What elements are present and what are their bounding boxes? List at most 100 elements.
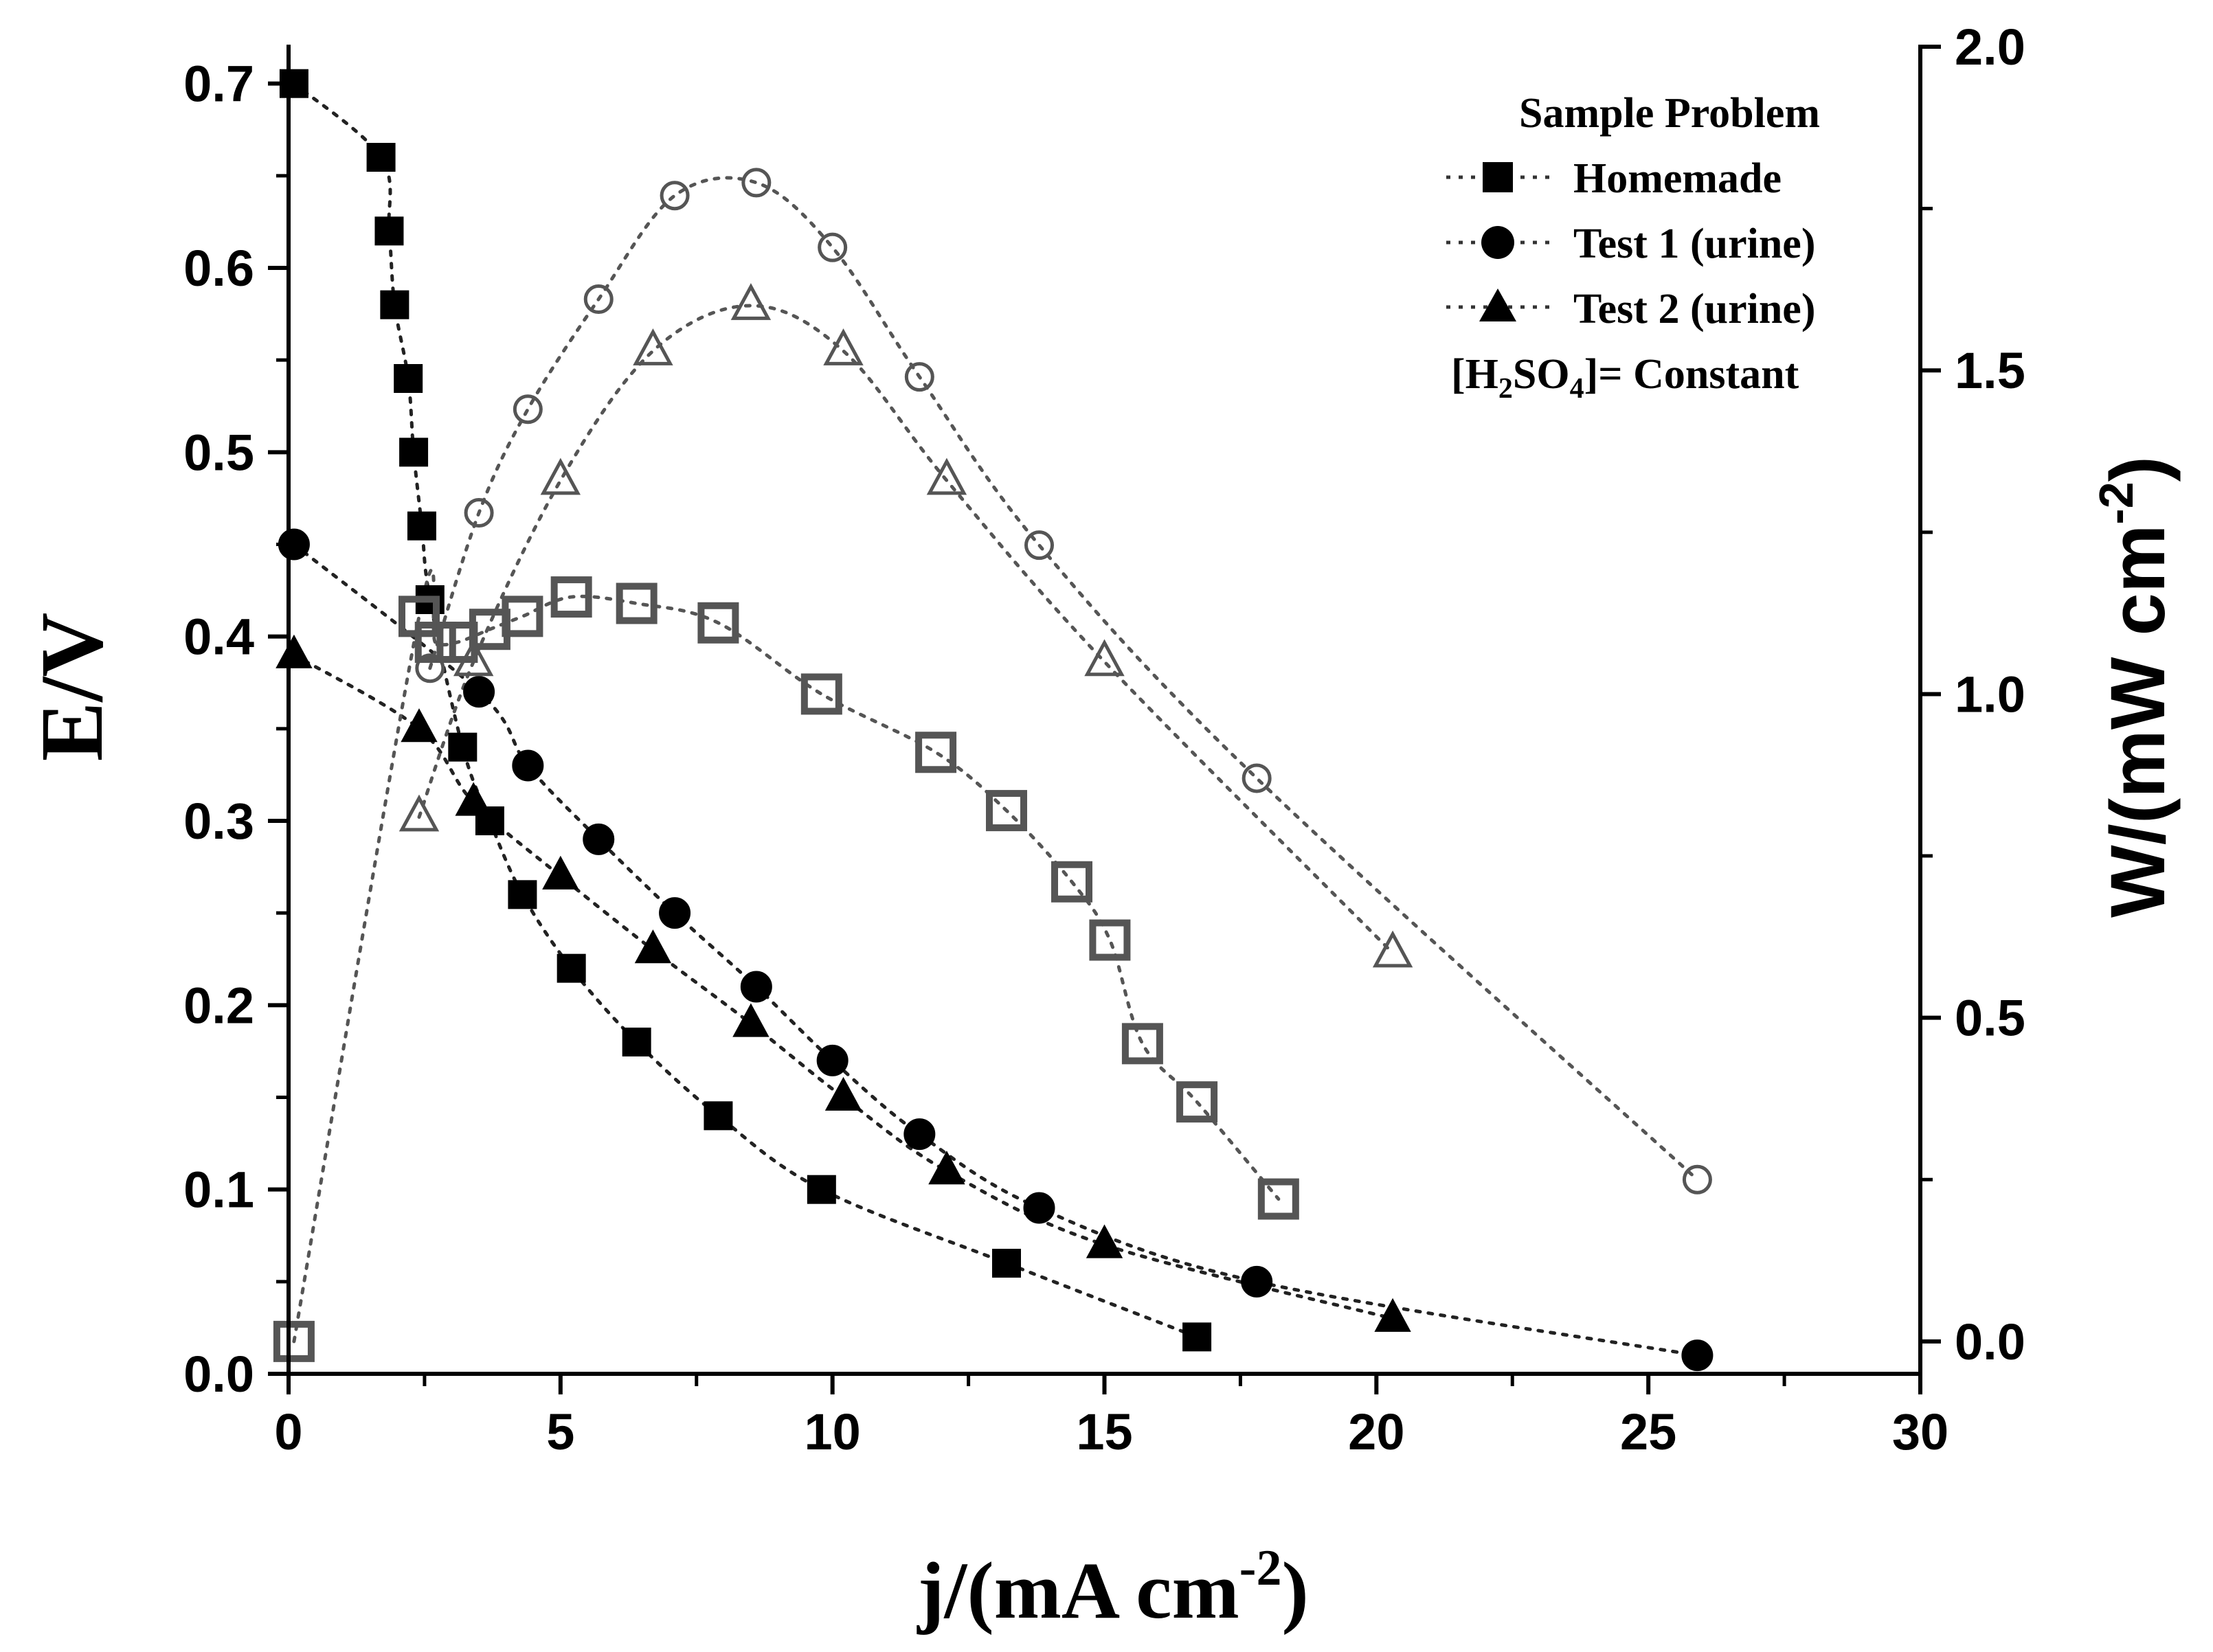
marker-square-series-3 [1051,861,1092,903]
marker-triangle-series-2 [542,855,579,890]
marker-triangle-series-5 [926,457,967,495]
marker-triangle-series-2 [824,1076,862,1111]
marker-triangle-series-2 [276,634,313,668]
marker-square-series-0 [366,143,396,172]
marker-triangle-series-5 [453,639,494,677]
marker-triangle-series-2 [634,929,672,964]
marker-circle-series-4 [660,181,690,211]
marker-square-series-3 [550,576,592,618]
marker-square-series-0 [407,511,436,541]
y-left-tick-label: 0.1 [183,1162,254,1219]
legend-note-part-e: ]= Constant [1584,351,1799,398]
marker-circle-series-4 [513,394,543,425]
marker-triangle-series-2 [455,782,492,816]
y-left-tick-label: 0.6 [183,240,254,297]
marker-square-series-3 [1089,919,1131,961]
x-tick-label: 30 [1892,1403,1948,1460]
y-right-tick-label: 1.5 [1955,342,2025,399]
legend-note-sub-2: 2 [1498,373,1513,405]
y-right-tick-label: 2.0 [1955,19,2025,76]
legend-entry-test2: Test 2 (urine) [1446,286,1815,332]
y-right-tick-label: 0.0 [1955,1313,2025,1370]
data-markers [273,69,1714,1372]
marker-circle-series-1 [816,1044,849,1076]
y-right-tick-label: 1.0 [1955,666,2025,723]
legend-label-test1: Test 1 (urine) [1573,220,1815,267]
marker-triangle-series-2 [1086,1224,1123,1258]
y-left-tick-label: 0.3 [183,793,254,850]
marker-circle-series-4 [583,284,614,315]
x-tick-label: 15 [1076,1403,1132,1460]
marker-square-series-0 [807,1175,836,1204]
marker-circle-series-1 [512,749,544,782]
marker-square-series-3 [502,596,543,637]
legend: Sample Problem Homemade Test 1 (urine) T… [1446,90,1820,405]
x-tick-label: 25 [1620,1403,1676,1460]
marker-triangle-series-2 [401,708,438,743]
legend-note-part-so: SO [1513,351,1570,398]
legend-marker-circle [1481,226,1514,259]
fit-curve-series-2 [292,653,1395,1320]
marker-triangle-series-5 [398,794,440,832]
marker-square-series-0 [992,1249,1021,1278]
marker-circle-series-4 [741,168,772,198]
fit-curve-series-4 [428,176,1699,1181]
y-right-axis-title: W/(mW cm-2) [2089,456,2181,918]
marker-circle-series-4 [464,498,494,528]
marker-square-series-0 [704,1101,733,1131]
x-tick-label: 5 [546,1403,574,1460]
legend-marker-square [1483,162,1513,192]
marker-circle-series-4 [818,232,848,262]
marker-circle-series-1 [463,676,495,708]
marker-triangle-series-5 [730,283,772,320]
axes [268,45,1941,1394]
y-left-tick-label: 0.0 [183,1346,254,1403]
marker-circle-series-4 [1682,1164,1712,1195]
y-left-tick-label: 0.2 [183,977,254,1034]
x-axis-title-sup: -2 [1239,1540,1282,1596]
marker-square-series-0 [374,216,404,246]
marker-circle-series-1 [1241,1265,1273,1298]
marker-triangle-series-2 [732,1003,770,1037]
marker-circle-series-4 [904,362,934,392]
marker-circle-series-1 [903,1118,936,1151]
y-right-axis-title-close: ) [2095,456,2181,482]
x-axis-title: j/(mA cm-2) [917,1540,1309,1636]
y-left-tick-label: 0.5 [183,424,254,481]
marker-square-series-0 [1182,1322,1212,1352]
marker-circle-series-1 [659,897,691,929]
marker-square-series-3 [800,673,842,715]
x-axis-title-base: j/(mA cm [917,1546,1239,1636]
x-tick-label: 20 [1348,1403,1404,1460]
marker-triangle-series-5 [1084,639,1125,677]
legend-marker-triangle [1479,288,1516,321]
y-left-axis-title: E/V [23,613,122,762]
marker-square-series-3 [986,790,1027,832]
tick-labels: 0 5 10 15 20 25 300.00.10.20.30.40.50.60.70.00… [183,19,2025,1460]
marker-triangle-series-5 [633,328,673,365]
marker-circle-series-1 [1023,1192,1055,1224]
marker-triangle-series-5 [540,457,581,495]
marker-square-series-0 [380,290,409,319]
marker-square-series-0 [394,364,423,393]
marker-triangle-series-5 [1372,930,1413,968]
marker-square-series-3 [697,602,739,644]
y-right-tick-label: 0.5 [1955,990,2025,1047]
legend-note-sub-4: 4 [1570,373,1584,405]
x-tick-label: 10 [805,1403,861,1460]
marker-circle-series-4 [1024,530,1054,561]
marker-square-series-3 [1176,1081,1218,1123]
marker-square-series-3 [1257,1178,1299,1220]
marker-square-series-3 [616,582,658,624]
legend-note-part-a: [H [1451,351,1498,398]
marker-square-series-3 [1121,1023,1163,1065]
legend-title: Sample Problem [1519,90,1820,137]
marker-square-series-0 [622,1028,651,1056]
y-left-tick-label: 0.4 [183,609,254,666]
x-tick-label: 0 [274,1403,302,1460]
marker-square-series-0 [557,953,586,983]
marker-circle-series-1 [1681,1339,1714,1372]
fit-curve-series-5 [417,304,1395,955]
legend-label-test2: Test 2 (urine) [1573,286,1815,332]
marker-triangle-series-2 [1374,1298,1411,1332]
